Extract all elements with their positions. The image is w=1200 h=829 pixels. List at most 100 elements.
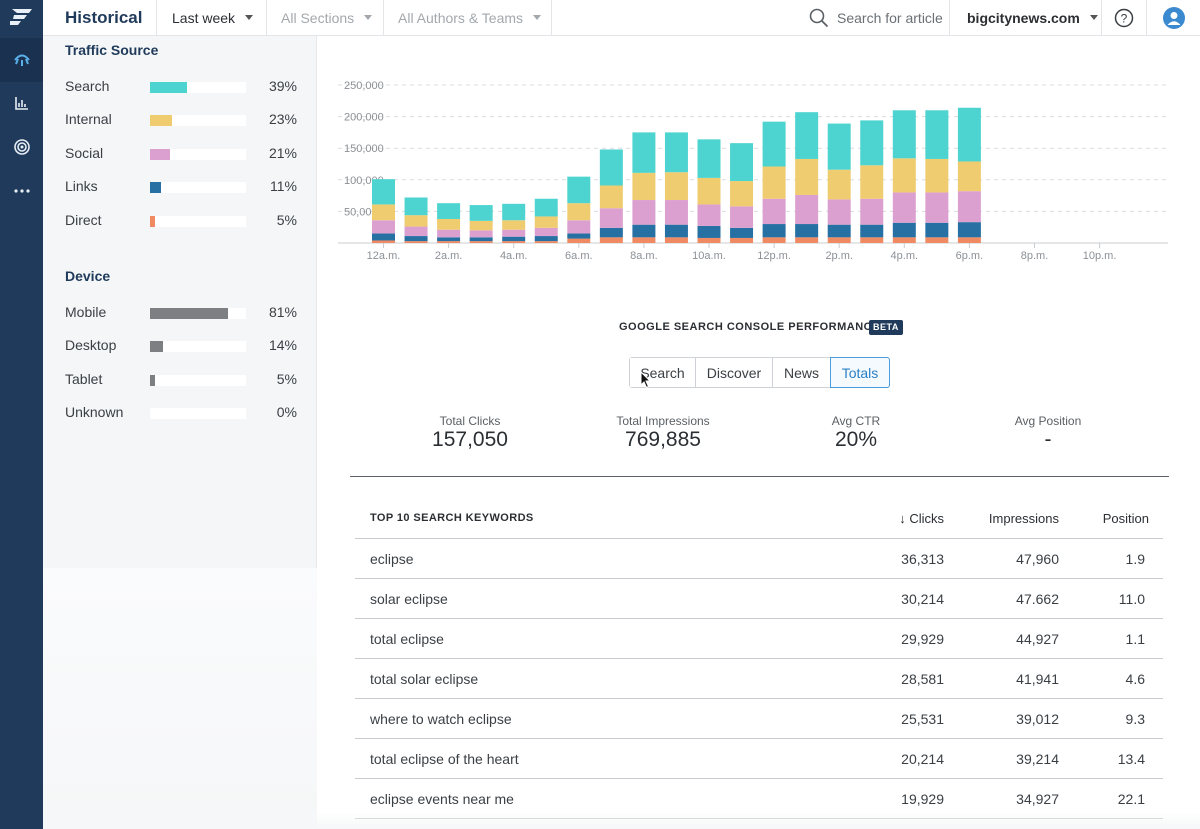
- bar-links-11a.m.[interactable]: [730, 227, 754, 238]
- bar-direct-4p.m.[interactable]: [892, 237, 916, 243]
- bar-direct-12a.m.[interactable]: [372, 240, 395, 243]
- bar-search-5p.m.[interactable]: [925, 110, 949, 159]
- bar-links-5p.m.[interactable]: [925, 222, 949, 238]
- bar-search-10a.m.[interactable]: [697, 139, 721, 178]
- bar-internal-6a.m.[interactable]: [567, 203, 591, 221]
- bar-links-5a.m.[interactable]: [534, 236, 558, 242]
- bar-social-3p.m.[interactable]: [860, 198, 884, 225]
- help-button[interactable]: ?: [1102, 0, 1147, 35]
- bar-search-12p.m.[interactable]: [762, 121, 786, 167]
- tab-totals[interactable]: Totals: [830, 357, 890, 388]
- table-row[interactable]: where to watch eclipse 25,531 39,012 9.3: [355, 699, 1163, 739]
- bar-search-6a.m.[interactable]: [567, 176, 591, 204]
- bar-direct-2a.m.[interactable]: [437, 241, 461, 243]
- bar-direct-6p.m.[interactable]: [957, 237, 981, 243]
- bar-social-12a.m.[interactable]: [372, 220, 395, 234]
- user-menu-button[interactable]: [1147, 0, 1200, 35]
- bar-internal-11a.m.[interactable]: [730, 181, 754, 207]
- bar-internal-4a.m.[interactable]: [502, 220, 526, 230]
- bar-direct-10a.m.[interactable]: [697, 237, 721, 243]
- bar-internal-5a.m.[interactable]: [534, 216, 558, 228]
- bar-social-10a.m.[interactable]: [697, 204, 721, 226]
- bar-social-9a.m.[interactable]: [664, 200, 688, 225]
- tab-news[interactable]: News: [773, 358, 831, 387]
- bar-internal-2a.m.[interactable]: [437, 218, 461, 230]
- bar-search-4p.m.[interactable]: [892, 110, 916, 159]
- table-row[interactable]: total eclipse of the heart 20,214 39,214 13…: [355, 739, 1163, 779]
- bar-links-6a.m.[interactable]: [567, 233, 591, 239]
- bar-social-11a.m.[interactable]: [730, 206, 754, 228]
- bar-direct-4a.m.[interactable]: [502, 241, 526, 243]
- bar-direct-5a.m.[interactable]: [534, 241, 558, 243]
- bar-social-12p.m.[interactable]: [762, 198, 786, 225]
- bar-links-1p.m.[interactable]: [795, 224, 819, 238]
- bar-links-7a.m.[interactable]: [599, 227, 623, 238]
- bar-direct-12p.m.[interactable]: [762, 237, 786, 243]
- bar-search-5a.m.[interactable]: [534, 198, 558, 217]
- nav-more-icon[interactable]: [0, 169, 43, 213]
- table-row[interactable]: solar eclipse 30,214 47.662 11.0: [355, 579, 1163, 619]
- bar-links-2p.m.[interactable]: [827, 224, 851, 238]
- bar-search-8a.m.[interactable]: [632, 132, 656, 173]
- table-row[interactable]: eclipse 36,313 47,960 1.9: [355, 539, 1163, 579]
- bar-direct-3a.m.[interactable]: [469, 241, 493, 243]
- bar-direct-2p.m.[interactable]: [827, 237, 851, 243]
- bar-internal-2p.m.[interactable]: [827, 169, 851, 200]
- bar-internal-5p.m.[interactable]: [925, 158, 949, 193]
- bar-links-8a.m.[interactable]: [632, 224, 656, 238]
- bar-social-3a.m.[interactable]: [469, 230, 493, 238]
- bar-direct-6a.m.[interactable]: [567, 238, 591, 243]
- bar-social-1a.m.[interactable]: [404, 226, 428, 237]
- bar-links-3p.m.[interactable]: [860, 224, 884, 238]
- bar-direct-9a.m.[interactable]: [664, 237, 688, 243]
- bar-links-3a.m.[interactable]: [469, 237, 493, 242]
- bar-direct-8a.m.[interactable]: [632, 237, 656, 243]
- bar-internal-3a.m.[interactable]: [469, 220, 493, 231]
- bar-direct-1a.m.[interactable]: [404, 241, 428, 243]
- nav-realtime-icon[interactable]: [0, 38, 43, 82]
- bar-links-1a.m.[interactable]: [404, 236, 428, 242]
- nav-target-icon[interactable]: [0, 125, 43, 169]
- bar-internal-7a.m.[interactable]: [599, 185, 623, 209]
- bar-direct-3p.m.[interactable]: [860, 237, 884, 243]
- bar-links-2a.m.[interactable]: [437, 237, 461, 242]
- bar-social-7a.m.[interactable]: [599, 208, 623, 228]
- bar-internal-10a.m.[interactable]: [697, 177, 721, 205]
- bar-search-12a.m.[interactable]: [372, 179, 395, 205]
- bar-search-1p.m.[interactable]: [795, 112, 819, 159]
- bar-social-5p.m.[interactable]: [925, 192, 949, 223]
- section-filter-dropdown[interactable]: All Sections: [267, 0, 384, 35]
- bar-internal-9a.m.[interactable]: [664, 172, 688, 201]
- bar-search-4a.m.[interactable]: [502, 203, 526, 221]
- bar-internal-4p.m.[interactable]: [892, 158, 916, 193]
- bar-direct-11a.m.[interactable]: [730, 237, 754, 243]
- bar-internal-12p.m.[interactable]: [762, 166, 786, 199]
- bar-direct-5p.m.[interactable]: [925, 237, 949, 243]
- bar-social-1p.m.[interactable]: [795, 194, 819, 225]
- bar-search-3p.m.[interactable]: [860, 120, 884, 166]
- bar-search-11a.m.[interactable]: [730, 143, 754, 182]
- table-row[interactable]: total eclipse 29,929 44,927 1.1: [355, 619, 1163, 659]
- bar-direct-1p.m.[interactable]: [795, 237, 819, 243]
- bar-search-3a.m.[interactable]: [469, 205, 493, 221]
- site-selector[interactable]: bigcitynews.com: [950, 0, 1102, 35]
- bar-social-5a.m.[interactable]: [534, 227, 558, 237]
- bar-social-4p.m.[interactable]: [892, 192, 916, 223]
- bar-internal-3p.m.[interactable]: [860, 165, 884, 199]
- bar-social-6p.m.[interactable]: [957, 191, 981, 223]
- bar-direct-7a.m.[interactable]: [599, 237, 623, 243]
- bar-search-6p.m.[interactable]: [957, 107, 981, 162]
- app-logo-icon[interactable]: [8, 6, 34, 26]
- position-column-header[interactable]: Position: [1102, 511, 1149, 526]
- bar-search-2p.m.[interactable]: [827, 123, 851, 170]
- bar-social-2p.m.[interactable]: [827, 199, 851, 225]
- bar-links-6p.m.[interactable]: [957, 222, 981, 238]
- bar-internal-1a.m.[interactable]: [404, 215, 428, 227]
- clicks-column-header[interactable]: ↓ Clicks: [899, 511, 944, 526]
- bar-social-8a.m.[interactable]: [632, 200, 656, 225]
- bar-search-1a.m.[interactable]: [404, 197, 428, 216]
- bar-internal-6p.m.[interactable]: [957, 161, 981, 192]
- bar-links-4a.m.[interactable]: [502, 236, 526, 242]
- bar-social-2a.m.[interactable]: [437, 229, 461, 238]
- bar-links-10a.m.[interactable]: [697, 225, 721, 238]
